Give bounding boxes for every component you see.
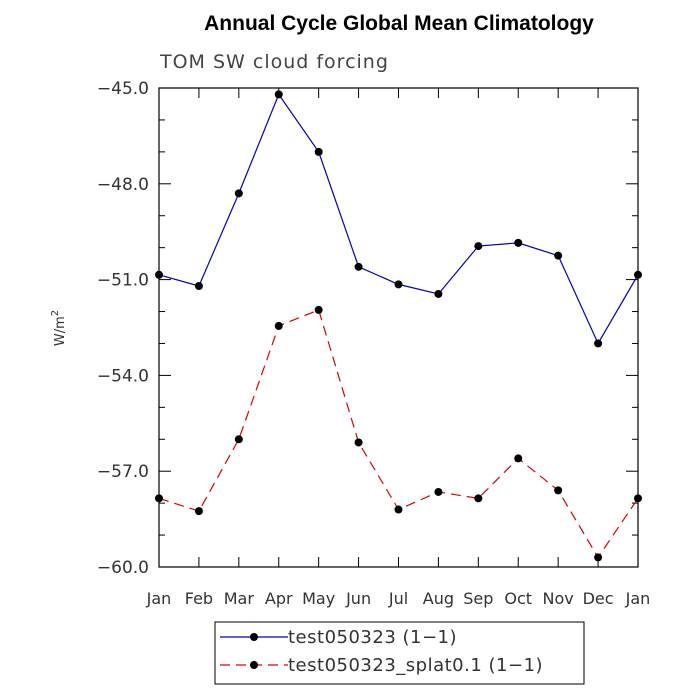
legend-marker-series-2 [250, 661, 258, 669]
y-tick-label: −51.0 [97, 271, 149, 291]
data-point [474, 494, 483, 503]
legend-box [214, 621, 585, 685]
y-tick-label: −54.0 [97, 366, 149, 386]
data-point [634, 494, 642, 503]
data-point [234, 189, 243, 198]
x-tick-label: Jun [345, 589, 371, 608]
y-tick-label: −57.0 [97, 462, 149, 482]
legend: test050323 (1−1) test050323_splat0.1 (1−… [214, 621, 585, 685]
series-line-2 [158, 309, 639, 559]
y-axis: −45.0 −48.0 −51.0 −54.0 −57.0 −60.0 [97, 79, 638, 578]
data-point [554, 251, 563, 260]
y-axis-label-text: W/m [53, 316, 68, 346]
x-tick-label: Nov [543, 589, 574, 608]
data-point [194, 281, 203, 290]
data-point [314, 305, 323, 314]
series-1 [155, 90, 642, 348]
data-point [394, 280, 403, 289]
y-tick-label: −60.0 [97, 558, 149, 578]
x-tick-label: Feb [185, 589, 213, 608]
series-2 [155, 305, 642, 562]
data-point [434, 289, 443, 298]
y-tick-label: −45.0 [97, 79, 149, 99]
x-tick-label: Aug [423, 589, 454, 608]
series-line-1 [158, 93, 639, 345]
data-point [274, 321, 283, 330]
data-point [314, 147, 323, 156]
plot-area [158, 87, 639, 568]
y-axis-label: W/m2 [50, 310, 68, 346]
plot-frame [158, 87, 639, 568]
x-tick-label: Dec [583, 589, 614, 608]
y-axis-label-superscript: 2 [50, 310, 61, 316]
chart-title: Annual Cycle Global Mean Climatology [204, 12, 594, 35]
data-point [274, 90, 283, 99]
legend-marker-series-1 [250, 633, 258, 641]
data-point [514, 454, 523, 463]
data-point [474, 242, 483, 251]
data-point [354, 438, 363, 447]
legend-label-series-2: test050323_splat0.1 (1−1) [288, 655, 543, 676]
x-tick-label: May [302, 589, 335, 608]
x-axis: Jan Feb Mar Apr May Jun Jul Aug Sep Oct Nov Dec Jan [146, 88, 651, 608]
data-point [634, 270, 642, 279]
data-point [354, 262, 363, 271]
data-point [155, 494, 163, 503]
data-point [594, 339, 603, 348]
data-point [234, 435, 243, 444]
series-layer [155, 90, 642, 562]
legend-label-series-1: test050323 (1−1) [288, 627, 457, 648]
chart-subtitle: TOM SW cloud forcing [159, 51, 389, 73]
x-tick-label: Apr [265, 589, 293, 608]
x-tick-label: Jul [388, 589, 408, 608]
data-point [594, 553, 603, 562]
y-tick-label: −48.0 [97, 175, 149, 195]
data-point [194, 507, 203, 516]
data-point [155, 270, 163, 279]
data-point [434, 487, 443, 496]
x-tick-label: Mar [224, 589, 255, 608]
data-point [554, 486, 563, 495]
x-tick-label: Jan [625, 589, 651, 608]
data-point [514, 238, 523, 247]
x-tick-label: Sep [463, 589, 493, 608]
x-tick-label: Jan [146, 589, 172, 608]
data-point [394, 505, 403, 514]
x-tick-label: Oct [504, 589, 532, 608]
